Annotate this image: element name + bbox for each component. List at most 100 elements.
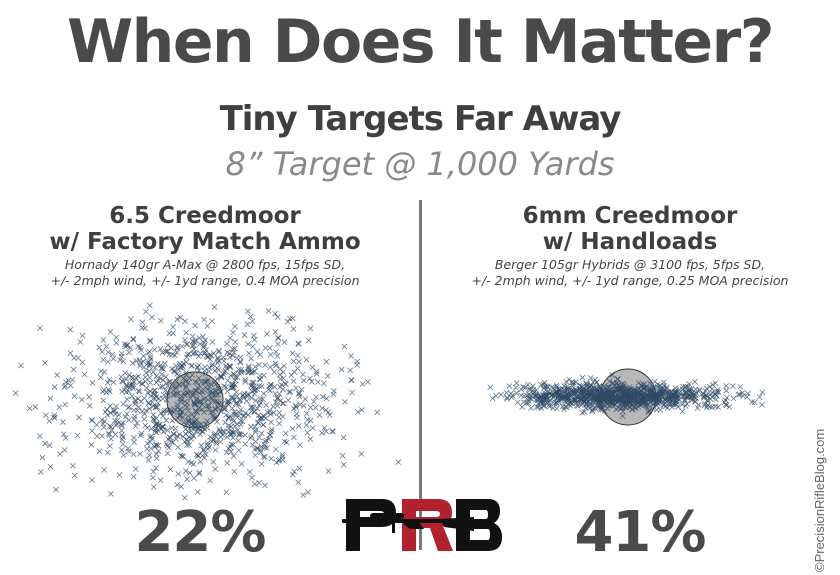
shot-marker (236, 430, 243, 437)
shot-marker (98, 416, 105, 423)
shot-marker (70, 366, 77, 373)
shot-marker (259, 396, 266, 402)
shot-marker (43, 412, 49, 419)
shot-marker (506, 383, 513, 389)
shot-marker (210, 437, 217, 443)
shot-marker (56, 404, 63, 411)
shot-marker (245, 366, 252, 373)
shot-marker (359, 381, 366, 387)
left-shot-markers (12, 302, 402, 501)
shot-marker (562, 398, 568, 405)
shot-marker (263, 402, 270, 408)
shot-marker (300, 402, 307, 409)
shot-marker (171, 367, 178, 374)
shot-marker (535, 391, 542, 398)
shot-marker (222, 419, 229, 426)
shot-marker (173, 383, 179, 390)
shot-marker (170, 391, 177, 398)
shot-marker (258, 383, 265, 390)
shot-marker (147, 393, 154, 399)
shot-marker (584, 396, 590, 403)
shot-marker (555, 399, 562, 406)
shot-marker (101, 467, 108, 473)
shot-marker (635, 393, 642, 399)
shot-marker (290, 378, 297, 385)
shot-marker (657, 389, 664, 396)
shot-marker (222, 406, 228, 412)
shot-marker (722, 401, 729, 408)
shot-marker (230, 435, 236, 441)
shot-marker (150, 403, 157, 409)
shot-marker (688, 393, 695, 400)
shot-marker (271, 383, 278, 390)
shot-marker (119, 423, 125, 429)
shot-marker (150, 474, 156, 481)
shot-marker (305, 489, 312, 496)
shot-marker (160, 366, 167, 373)
shot-marker (739, 389, 746, 396)
shot-marker (67, 326, 74, 333)
shot-marker (79, 396, 85, 403)
shot-marker (569, 400, 576, 407)
shot-marker (235, 437, 242, 444)
shot-marker (181, 337, 188, 343)
shot-marker (204, 386, 211, 393)
shot-marker (170, 324, 176, 330)
left-title-line2: w/ Factory Match Ammo (49, 229, 361, 255)
shot-marker (146, 452, 153, 459)
shot-marker (112, 422, 119, 428)
shot-marker (280, 375, 287, 382)
watermark-text: ©PrecisionRifleBlog.com (812, 428, 827, 572)
shot-marker (156, 421, 163, 428)
shot-marker (185, 413, 191, 420)
shot-marker (176, 406, 183, 413)
shot-marker (189, 362, 195, 369)
shot-marker (252, 452, 259, 459)
shot-marker (238, 461, 245, 467)
shot-marker (62, 382, 69, 389)
shot-marker (172, 425, 179, 432)
shot-marker (256, 479, 263, 486)
shot-marker (191, 389, 197, 396)
shot-marker (185, 379, 192, 386)
shot-marker (622, 385, 629, 391)
shot-marker (703, 404, 710, 411)
shot-marker (231, 409, 238, 416)
shot-marker (692, 395, 699, 402)
shot-marker (200, 333, 206, 340)
shot-marker (583, 401, 590, 408)
shot-marker (86, 393, 93, 400)
shot-marker (174, 433, 181, 439)
shot-marker (120, 452, 127, 459)
shot-marker (132, 423, 139, 430)
shot-marker (145, 350, 152, 356)
shot-marker (119, 432, 125, 438)
shot-marker (262, 438, 268, 445)
shot-marker (546, 403, 553, 410)
shot-marker (673, 397, 679, 404)
shot-marker (249, 379, 255, 386)
shot-marker (133, 357, 140, 364)
shot-marker (153, 429, 160, 436)
shot-marker (251, 481, 258, 488)
shot-marker (737, 383, 744, 390)
shot-marker (554, 386, 561, 393)
shot-marker (153, 442, 160, 449)
shot-marker (229, 394, 236, 400)
shot-marker (137, 450, 144, 457)
shot-marker (657, 397, 664, 403)
shot-marker (242, 377, 249, 383)
shot-marker (508, 394, 515, 401)
shot-marker (224, 388, 231, 395)
shot-marker (723, 382, 729, 389)
shot-marker (274, 314, 281, 320)
shot-marker (260, 454, 267, 460)
shot-marker (102, 409, 109, 415)
shot-marker (646, 407, 653, 414)
shot-marker (311, 398, 317, 405)
shot-marker (163, 441, 170, 447)
shot-marker (290, 405, 297, 412)
shot-marker (202, 379, 209, 385)
shot-marker (163, 397, 170, 403)
shot-marker (257, 449, 264, 456)
